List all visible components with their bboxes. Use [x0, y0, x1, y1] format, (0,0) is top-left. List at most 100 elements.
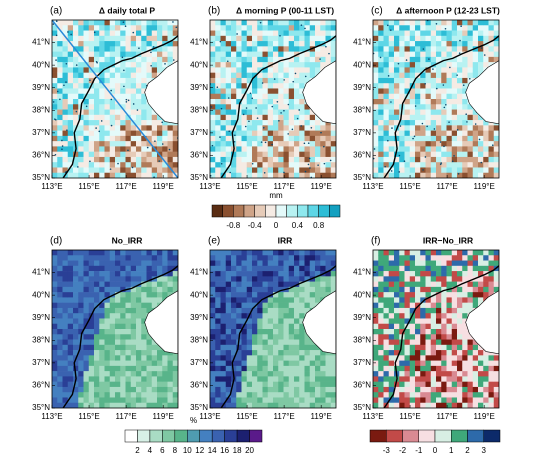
grid-cell	[83, 250, 90, 256]
colorbar-unit: mm	[269, 191, 283, 200]
colorbar-box	[286, 204, 298, 218]
grid-cell	[162, 141, 168, 147]
grid-cell	[415, 141, 421, 147]
grid-cell	[378, 20, 384, 26]
grid-cell	[451, 286, 458, 293]
grid-cell	[109, 151, 116, 158]
grid-cell	[83, 35, 90, 42]
grid-cell	[210, 72, 216, 79]
grid-cell	[278, 376, 284, 382]
grid-cell	[294, 172, 300, 178]
grid-cell	[73, 318, 79, 325]
grid-cell	[451, 172, 458, 178]
grid-cell	[388, 344, 395, 351]
grid-cell	[252, 371, 258, 377]
grid-cell	[120, 156, 126, 163]
grid-cell	[73, 397, 79, 404]
grid-cell	[99, 20, 105, 26]
grid-cell	[436, 120, 442, 126]
grid-cell	[246, 329, 253, 335]
grid-cell	[88, 99, 95, 105]
grid-cell	[262, 323, 269, 330]
grid-cell	[325, 130, 332, 137]
grid-cell	[394, 350, 400, 356]
colorbar-box	[434, 429, 452, 443]
grid-cell	[488, 46, 495, 52]
grid-cell	[415, 104, 421, 110]
grid-cell	[120, 344, 126, 351]
grid-cell	[294, 265, 300, 272]
grid-cell	[294, 329, 300, 335]
grid-cell	[220, 56, 227, 63]
grid-cell	[62, 125, 69, 131]
grid-cell	[241, 281, 248, 288]
grid-cell	[83, 99, 90, 105]
grid-cell	[472, 344, 479, 351]
grid-cell	[225, 46, 232, 52]
grid-cell	[120, 83, 126, 89]
grid-cell	[78, 77, 84, 84]
grid-cell	[130, 20, 137, 26]
grid-cell	[157, 297, 163, 303]
grid-cell	[83, 125, 90, 131]
grid-cell	[451, 30, 458, 37]
grid-cell	[151, 25, 158, 31]
grid-cell	[441, 125, 447, 131]
grid-cell	[115, 260, 121, 267]
grid-cell	[257, 35, 263, 42]
grid-cell	[325, 260, 332, 267]
grid-cell	[246, 344, 253, 351]
grid-cell	[130, 307, 137, 314]
grid-cell	[115, 339, 121, 346]
lon-label: 119°E	[474, 182, 495, 191]
grid-cell	[399, 355, 405, 361]
grid-cell	[57, 329, 63, 335]
grid-cell	[136, 20, 142, 26]
grid-cell	[83, 151, 90, 158]
grid-cell	[99, 260, 105, 267]
grid-cell	[409, 307, 416, 314]
grid-cell	[99, 30, 105, 37]
grid-cell	[404, 271, 411, 277]
grid-cell	[115, 360, 121, 367]
grid-cell	[262, 344, 269, 351]
grid-cell	[294, 114, 300, 121]
grid-cell	[288, 281, 295, 288]
grid-cell	[267, 350, 274, 356]
stipple	[131, 166, 134, 169]
grid-cell	[330, 260, 336, 267]
grid-cell	[283, 25, 290, 31]
grid-cell	[225, 146, 232, 152]
grid-cell	[246, 360, 253, 367]
grid-cell	[378, 281, 384, 288]
grid-cell	[146, 104, 153, 110]
grid-cell	[451, 20, 458, 26]
colorbar-box	[137, 429, 151, 443]
grid-cell	[146, 41, 153, 47]
grid-cell	[446, 376, 453, 382]
grid-cell	[262, 93, 269, 100]
grid-cell	[172, 255, 178, 261]
grid-cell	[162, 20, 168, 26]
grid-cell	[57, 350, 63, 356]
grid-cell	[451, 51, 458, 58]
grid-cell	[330, 141, 336, 147]
grid-cell	[436, 77, 442, 84]
grid-cell	[409, 260, 416, 267]
grid-cell	[441, 25, 447, 31]
grid-cell	[252, 297, 258, 303]
grid-cell	[172, 397, 178, 404]
grid-cell	[236, 130, 242, 137]
grid-cell	[67, 329, 74, 335]
grid-cell	[52, 360, 58, 367]
grid-cell	[257, 339, 263, 346]
grid-cell	[262, 151, 269, 158]
grid-cell	[451, 260, 458, 267]
grid-cell	[136, 360, 142, 367]
grid-cell	[325, 25, 332, 31]
grid-cell	[246, 286, 253, 293]
grid-cell	[373, 151, 379, 158]
colorbar-box	[211, 204, 223, 218]
grid-cell	[436, 355, 442, 361]
grid-cell	[146, 114, 153, 121]
